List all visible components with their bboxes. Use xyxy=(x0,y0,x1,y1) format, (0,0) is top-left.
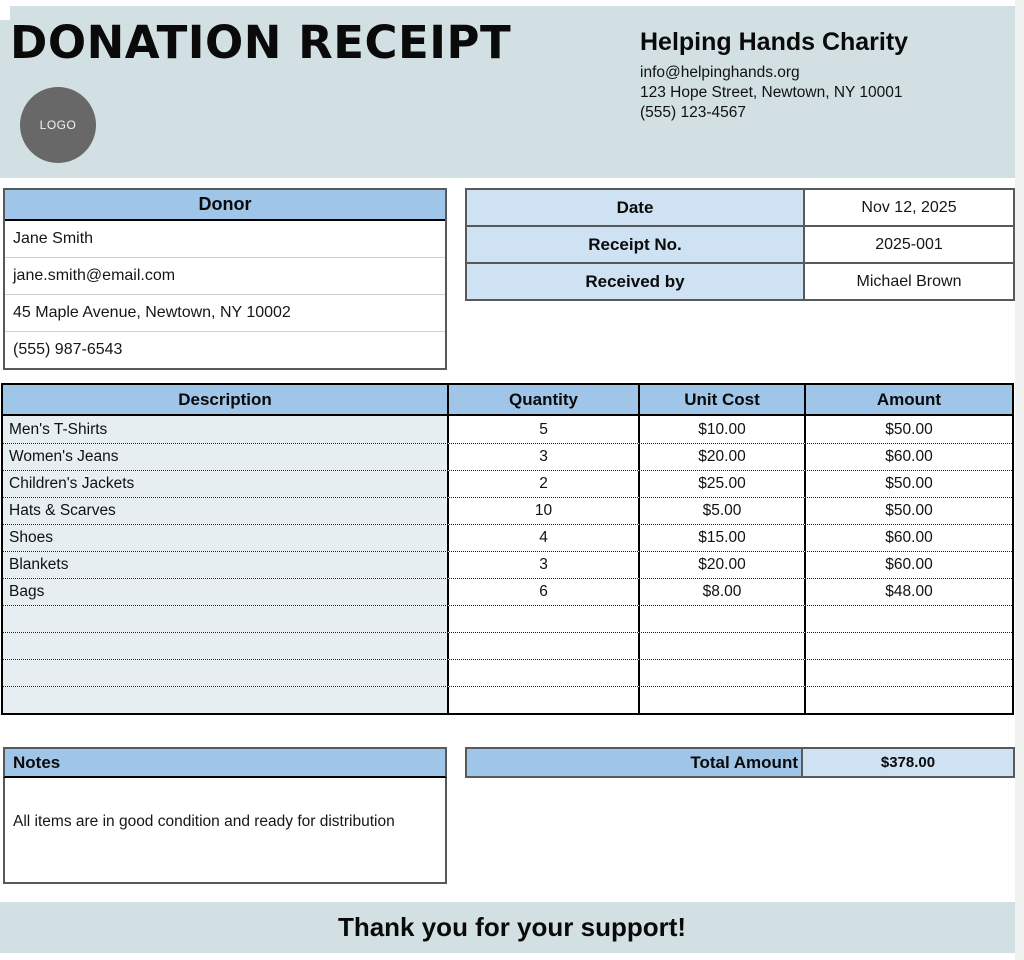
amount-cell: $60.00 xyxy=(885,556,933,573)
item-row: Women's Jeans 3 $20.00 $60.00 xyxy=(3,443,1012,470)
unit-cost-cell: $5.00 xyxy=(640,498,806,524)
amount-cell xyxy=(806,633,1012,659)
unit-cost-cell xyxy=(640,687,806,713)
amount-cell: $50.00 xyxy=(885,475,933,492)
donor-phone-cell: (555) 987-6543 xyxy=(5,331,445,368)
quantity-cell xyxy=(449,687,640,713)
notes-text: All items are in good condition and read… xyxy=(3,778,447,884)
item-row: Children's Jackets 2 $25.00 $50.00 xyxy=(3,470,1012,497)
meta-row-receipt-no: Receipt No. 2025-001 xyxy=(467,225,1013,262)
amount-column-header: Amount xyxy=(806,385,1012,414)
unit-cost-cell xyxy=(640,633,806,659)
donor-table: Donor Jane Smith jane.smith@email.com 45… xyxy=(3,188,447,370)
donor-table-header: Donor xyxy=(5,190,445,221)
quantity-cell xyxy=(449,660,640,686)
item-row-empty xyxy=(3,659,1012,686)
amount-cell xyxy=(806,687,1012,713)
date-label: Date xyxy=(467,190,805,225)
footer-message: Thank you for your support! xyxy=(337,912,687,942)
unit-cost-cell xyxy=(640,606,806,632)
amount-cell xyxy=(806,660,1012,686)
description-cell xyxy=(3,687,449,713)
receipt-no-label: Receipt No. xyxy=(467,227,805,262)
description-column-header: Description xyxy=(3,385,449,414)
page-edge-strip xyxy=(1015,0,1024,960)
donor-address-cell: 45 Maple Avenue, Newtown, NY 10002 xyxy=(5,294,445,331)
total-amount-label: Total Amount xyxy=(467,749,803,776)
quantity-cell: 3 xyxy=(449,444,640,470)
amount-cell: $60.00 xyxy=(885,448,933,465)
quantity-cell: 3 xyxy=(449,552,640,578)
meta-row-received-by: Received by Michael Brown xyxy=(467,262,1013,299)
item-row-empty xyxy=(3,605,1012,632)
total-amount-value: $378.00 xyxy=(803,749,1013,776)
organization-address: 123 Hope Street, Newtown, NY 10001 xyxy=(640,84,903,101)
quantity-cell: 5 xyxy=(449,416,640,443)
description-cell: Hats & Scarves xyxy=(3,498,449,524)
quantity-cell: 2 xyxy=(449,471,640,497)
logo-placeholder-text: LOGO xyxy=(39,118,77,132)
amount-cell xyxy=(806,606,1012,632)
receipt-meta-table: Date Nov 12, 2025 Receipt No. 2025-001 R… xyxy=(465,188,1015,301)
meta-row-date: Date Nov 12, 2025 xyxy=(467,190,1013,225)
description-cell xyxy=(3,660,449,686)
total-row: Total Amount $378.00 xyxy=(465,747,1015,778)
donor-name-cell: Jane Smith xyxy=(13,230,94,247)
header-corner-notch xyxy=(0,0,10,20)
item-row: Bags 6 $8.00 $48.00 xyxy=(3,578,1012,605)
description-cell: Children's Jackets xyxy=(3,471,449,497)
organization-name: Helping Hands Charity xyxy=(640,28,909,56)
items-table-header-row: Description Quantity Unit Cost Amount xyxy=(3,385,1012,416)
item-row-empty xyxy=(3,686,1012,713)
unit-cost-column-header: Unit Cost xyxy=(640,385,806,414)
description-cell: Bags xyxy=(3,579,449,605)
unit-cost-cell: $10.00 xyxy=(640,416,806,443)
quantity-cell: 10 xyxy=(449,498,640,524)
description-cell xyxy=(3,606,449,632)
donor-email-cell: jane.smith@email.com xyxy=(5,257,445,294)
unit-cost-cell: $20.00 xyxy=(640,552,806,578)
amount-cell: $60.00 xyxy=(885,529,933,546)
received-by-value: Michael Brown xyxy=(856,272,962,290)
header-band xyxy=(0,6,1024,178)
organization-email: info@helpinghands.org xyxy=(640,64,800,81)
item-row: Blankets 3 $20.00 $60.00 xyxy=(3,551,1012,578)
page-title: DONATION RECEIPT xyxy=(10,16,512,69)
quantity-cell: 4 xyxy=(449,525,640,551)
unit-cost-cell: $20.00 xyxy=(640,444,806,470)
date-value: Nov 12, 2025 xyxy=(861,198,957,216)
receipt-no-value: 2025-001 xyxy=(875,235,943,253)
unit-cost-cell xyxy=(640,660,806,686)
description-cell: Men's T-Shirts xyxy=(3,416,449,443)
description-cell: Shoes xyxy=(3,525,449,551)
item-row-empty xyxy=(3,632,1012,659)
unit-cost-cell: $15.00 xyxy=(640,525,806,551)
organization-phone: (555) 123-4567 xyxy=(640,104,746,121)
logo: LOGO xyxy=(20,87,96,163)
amount-cell: $50.00 xyxy=(885,502,933,519)
footer-band: Thank you for your support! xyxy=(0,902,1024,953)
notes-header: Notes xyxy=(3,747,447,778)
items-table: Description Quantity Unit Cost Amount Me… xyxy=(1,383,1014,715)
item-row: Men's T-Shirts 5 $10.00 $50.00 xyxy=(3,416,1012,443)
description-cell: Blankets xyxy=(3,552,449,578)
amount-cell: $50.00 xyxy=(885,420,933,438)
quantity-cell xyxy=(449,633,640,659)
description-cell xyxy=(3,633,449,659)
organization-block: Helping Hands Charity info@helpinghands.… xyxy=(640,28,908,123)
quantity-column-header: Quantity xyxy=(449,385,640,414)
item-row: Shoes 4 $15.00 $60.00 xyxy=(3,524,1012,551)
item-row: Hats & Scarves 10 $5.00 $50.00 xyxy=(3,497,1012,524)
received-by-label: Received by xyxy=(467,264,805,299)
description-cell: Women's Jeans xyxy=(3,444,449,470)
quantity-cell xyxy=(449,606,640,632)
amount-cell: $48.00 xyxy=(885,583,933,600)
quantity-cell: 6 xyxy=(449,579,640,605)
unit-cost-cell: $25.00 xyxy=(640,471,806,497)
unit-cost-cell: $8.00 xyxy=(640,579,806,605)
